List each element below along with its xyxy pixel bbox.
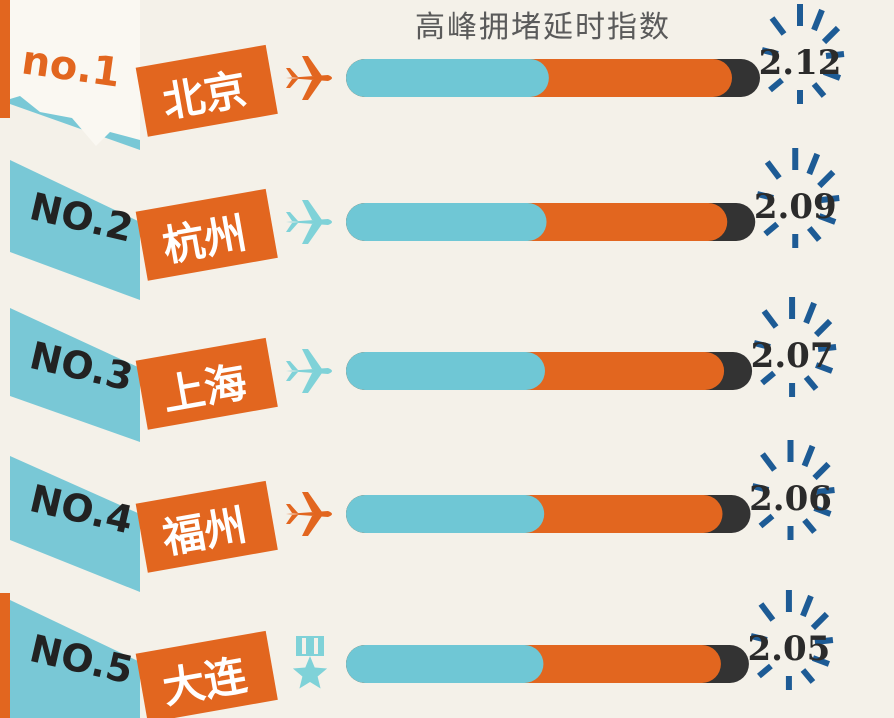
city-banner: 大连	[135, 630, 278, 718]
value-label: 2.06	[749, 479, 832, 519]
bar	[346, 59, 760, 97]
stair-band	[10, 456, 140, 592]
airplane-icon	[286, 349, 332, 393]
bar-segment-teal	[346, 352, 545, 390]
city-banner: 北京	[135, 44, 278, 137]
rank-banner	[0, 0, 140, 146]
chart-title: 高峰拥堵延时指数	[415, 10, 671, 45]
bar-segment-teal	[346, 203, 547, 241]
value-label: 2.09	[754, 187, 837, 227]
stair-band	[10, 600, 140, 718]
edge-strip	[0, 0, 10, 118]
bar	[346, 203, 756, 241]
bar-segment-teal	[346, 59, 549, 97]
bar	[346, 352, 753, 390]
medal-icon	[292, 636, 328, 689]
burst-icon	[750, 590, 834, 690]
bar	[346, 645, 749, 683]
airplane-icon	[286, 492, 332, 536]
value-label: 2.12	[759, 43, 842, 83]
city-banner: 杭州	[135, 188, 278, 281]
stair-band	[10, 160, 140, 300]
bar-segment-teal	[346, 495, 545, 533]
city-banner: 福州	[135, 480, 278, 573]
burst-icon	[761, 4, 845, 104]
edge-strip	[0, 593, 10, 718]
airplane-icon	[286, 56, 332, 100]
bar	[346, 495, 751, 533]
airplane-icon	[286, 200, 332, 244]
burst-icon	[756, 148, 840, 248]
stair-band	[10, 308, 140, 442]
value-label: 2.05	[748, 629, 831, 669]
burst-icon	[753, 297, 837, 397]
city-banner: 上海	[135, 337, 278, 430]
burst-icon	[751, 440, 835, 540]
bar-segment-teal	[346, 645, 544, 683]
background-staircase	[0, 0, 140, 718]
value-label: 2.07	[751, 336, 834, 376]
